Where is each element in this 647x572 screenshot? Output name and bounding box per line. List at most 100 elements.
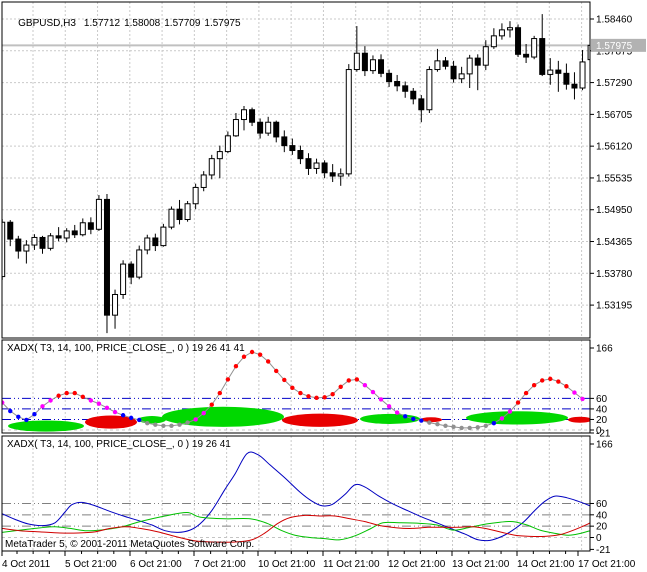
candle[interactable]	[224, 135, 231, 153]
candle[interactable]	[273, 121, 280, 138]
adx-dot	[265, 359, 271, 364]
adx-dot	[419, 418, 424, 423]
candle[interactable]	[466, 57, 473, 75]
indicator-pane-1[interactable]	[0, 340, 592, 433]
pane-background[interactable]	[2, 2, 590, 338]
candle[interactable]	[152, 237, 159, 247]
candle[interactable]	[232, 119, 239, 137]
candle[interactable]	[369, 59, 376, 72]
candle[interactable]	[289, 145, 296, 152]
time-axis[interactable]: 4 Oct 2011 5 Oct 21:00 6 Oct 21:00 7 Oct 21…	[1, 551, 636, 570]
indicator-curve-blue-line	[2, 451, 590, 542]
candle[interactable]	[474, 57, 481, 66]
candle[interactable]	[442, 60, 449, 67]
adx-dot	[185, 420, 190, 425]
strength-lobe	[420, 417, 442, 423]
candle[interactable]	[55, 235, 62, 239]
adx-dot	[403, 414, 408, 419]
current-price-badge	[591, 38, 646, 52]
candle[interactable]	[39, 236, 46, 249]
candle[interactable]	[434, 60, 441, 71]
candle[interactable]	[87, 222, 94, 230]
candle[interactable]	[128, 263, 135, 278]
candle[interactable]	[490, 35, 497, 48]
candle[interactable]	[410, 90, 417, 100]
candle[interactable]	[71, 230, 78, 236]
candle[interactable]	[418, 98, 425, 111]
candle[interactable]	[515, 27, 522, 55]
adx-dot	[306, 394, 311, 399]
candle[interactable]	[523, 53, 530, 58]
candle[interactable]	[402, 85, 409, 92]
candle[interactable]	[144, 237, 151, 251]
price-label: 1.57290	[596, 78, 633, 89]
candle[interactable]	[15, 238, 22, 252]
candle[interactable]	[176, 208, 183, 221]
indicator-pane-2[interactable]	[2, 436, 590, 551]
candle[interactable]	[216, 151, 223, 160]
candle[interactable]	[394, 80, 401, 87]
candle[interactable]	[200, 174, 207, 188]
candle[interactable]	[95, 198, 102, 230]
adx-dot	[572, 390, 577, 395]
symbol-period-label: GBPUSD,H3	[18, 18, 76, 29]
candle[interactable]	[208, 158, 215, 176]
candle[interactable]	[313, 162, 320, 169]
candle[interactable]	[450, 65, 457, 80]
candle[interactable]	[249, 109, 256, 123]
adx-dot	[451, 424, 456, 430]
candle[interactable]	[378, 59, 385, 74]
adx-dot	[370, 389, 376, 395]
adx-dot	[64, 390, 69, 396]
candle[interactable]	[539, 38, 546, 75]
candle[interactable]	[337, 173, 344, 177]
adx-dot	[386, 404, 392, 409]
candle[interactable]	[160, 226, 167, 247]
candle[interactable]	[79, 222, 86, 236]
strength-lobe	[85, 415, 137, 429]
candle[interactable]	[103, 198, 110, 316]
candle[interactable]	[7, 221, 14, 240]
candle[interactable]	[547, 69, 554, 75]
candle[interactable]	[47, 235, 54, 249]
candle[interactable]	[587, 44, 593, 61]
candle[interactable]	[192, 186, 199, 205]
candle[interactable]	[563, 72, 570, 85]
candle[interactable]	[281, 136, 288, 147]
candle[interactable]	[458, 73, 465, 80]
candle[interactable]	[305, 158, 312, 169]
adx-dot	[257, 352, 263, 357]
pane-background[interactable]	[2, 436, 590, 551]
main-pane[interactable]	[0, 2, 593, 338]
adx-dot	[290, 385, 295, 391]
candle[interactable]	[265, 121, 272, 134]
candle[interactable]	[112, 294, 119, 316]
candle[interactable]	[321, 162, 328, 174]
price-axis[interactable]: 1.584601.578751.572901.567051.561201.555…	[590, 15, 646, 556]
candle[interactable]	[63, 230, 70, 239]
candle[interactable]	[506, 27, 513, 31]
candle[interactable]	[136, 249, 143, 278]
candle[interactable]	[498, 29, 505, 37]
candle[interactable]	[361, 52, 368, 72]
candle[interactable]	[297, 150, 304, 160]
adx-dot	[580, 396, 585, 402]
candle[interactable]	[426, 69, 433, 111]
candle[interactable]	[31, 236, 38, 246]
candle[interactable]	[257, 121, 264, 134]
candle[interactable]	[184, 203, 191, 221]
candle[interactable]	[579, 61, 586, 89]
candle[interactable]	[482, 46, 489, 66]
candle[interactable]	[120, 263, 127, 296]
candle[interactable]	[241, 109, 247, 121]
candle[interactable]	[555, 69, 562, 74]
candle[interactable]	[168, 208, 175, 228]
candle[interactable]	[531, 38, 538, 58]
candle[interactable]	[23, 244, 30, 252]
candle[interactable]	[353, 52, 360, 71]
candle[interactable]	[571, 83, 578, 89]
candle[interactable]	[329, 172, 336, 177]
candle[interactable]	[386, 72, 393, 82]
candle[interactable]	[345, 69, 352, 175]
